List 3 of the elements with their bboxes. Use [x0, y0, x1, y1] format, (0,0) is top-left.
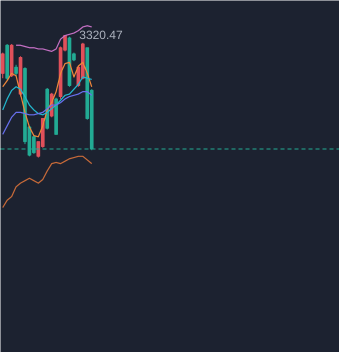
candlestick	[14, 64, 18, 78]
annotation: 3320.47	[79, 28, 123, 42]
candlestick	[0, 52, 5, 79]
